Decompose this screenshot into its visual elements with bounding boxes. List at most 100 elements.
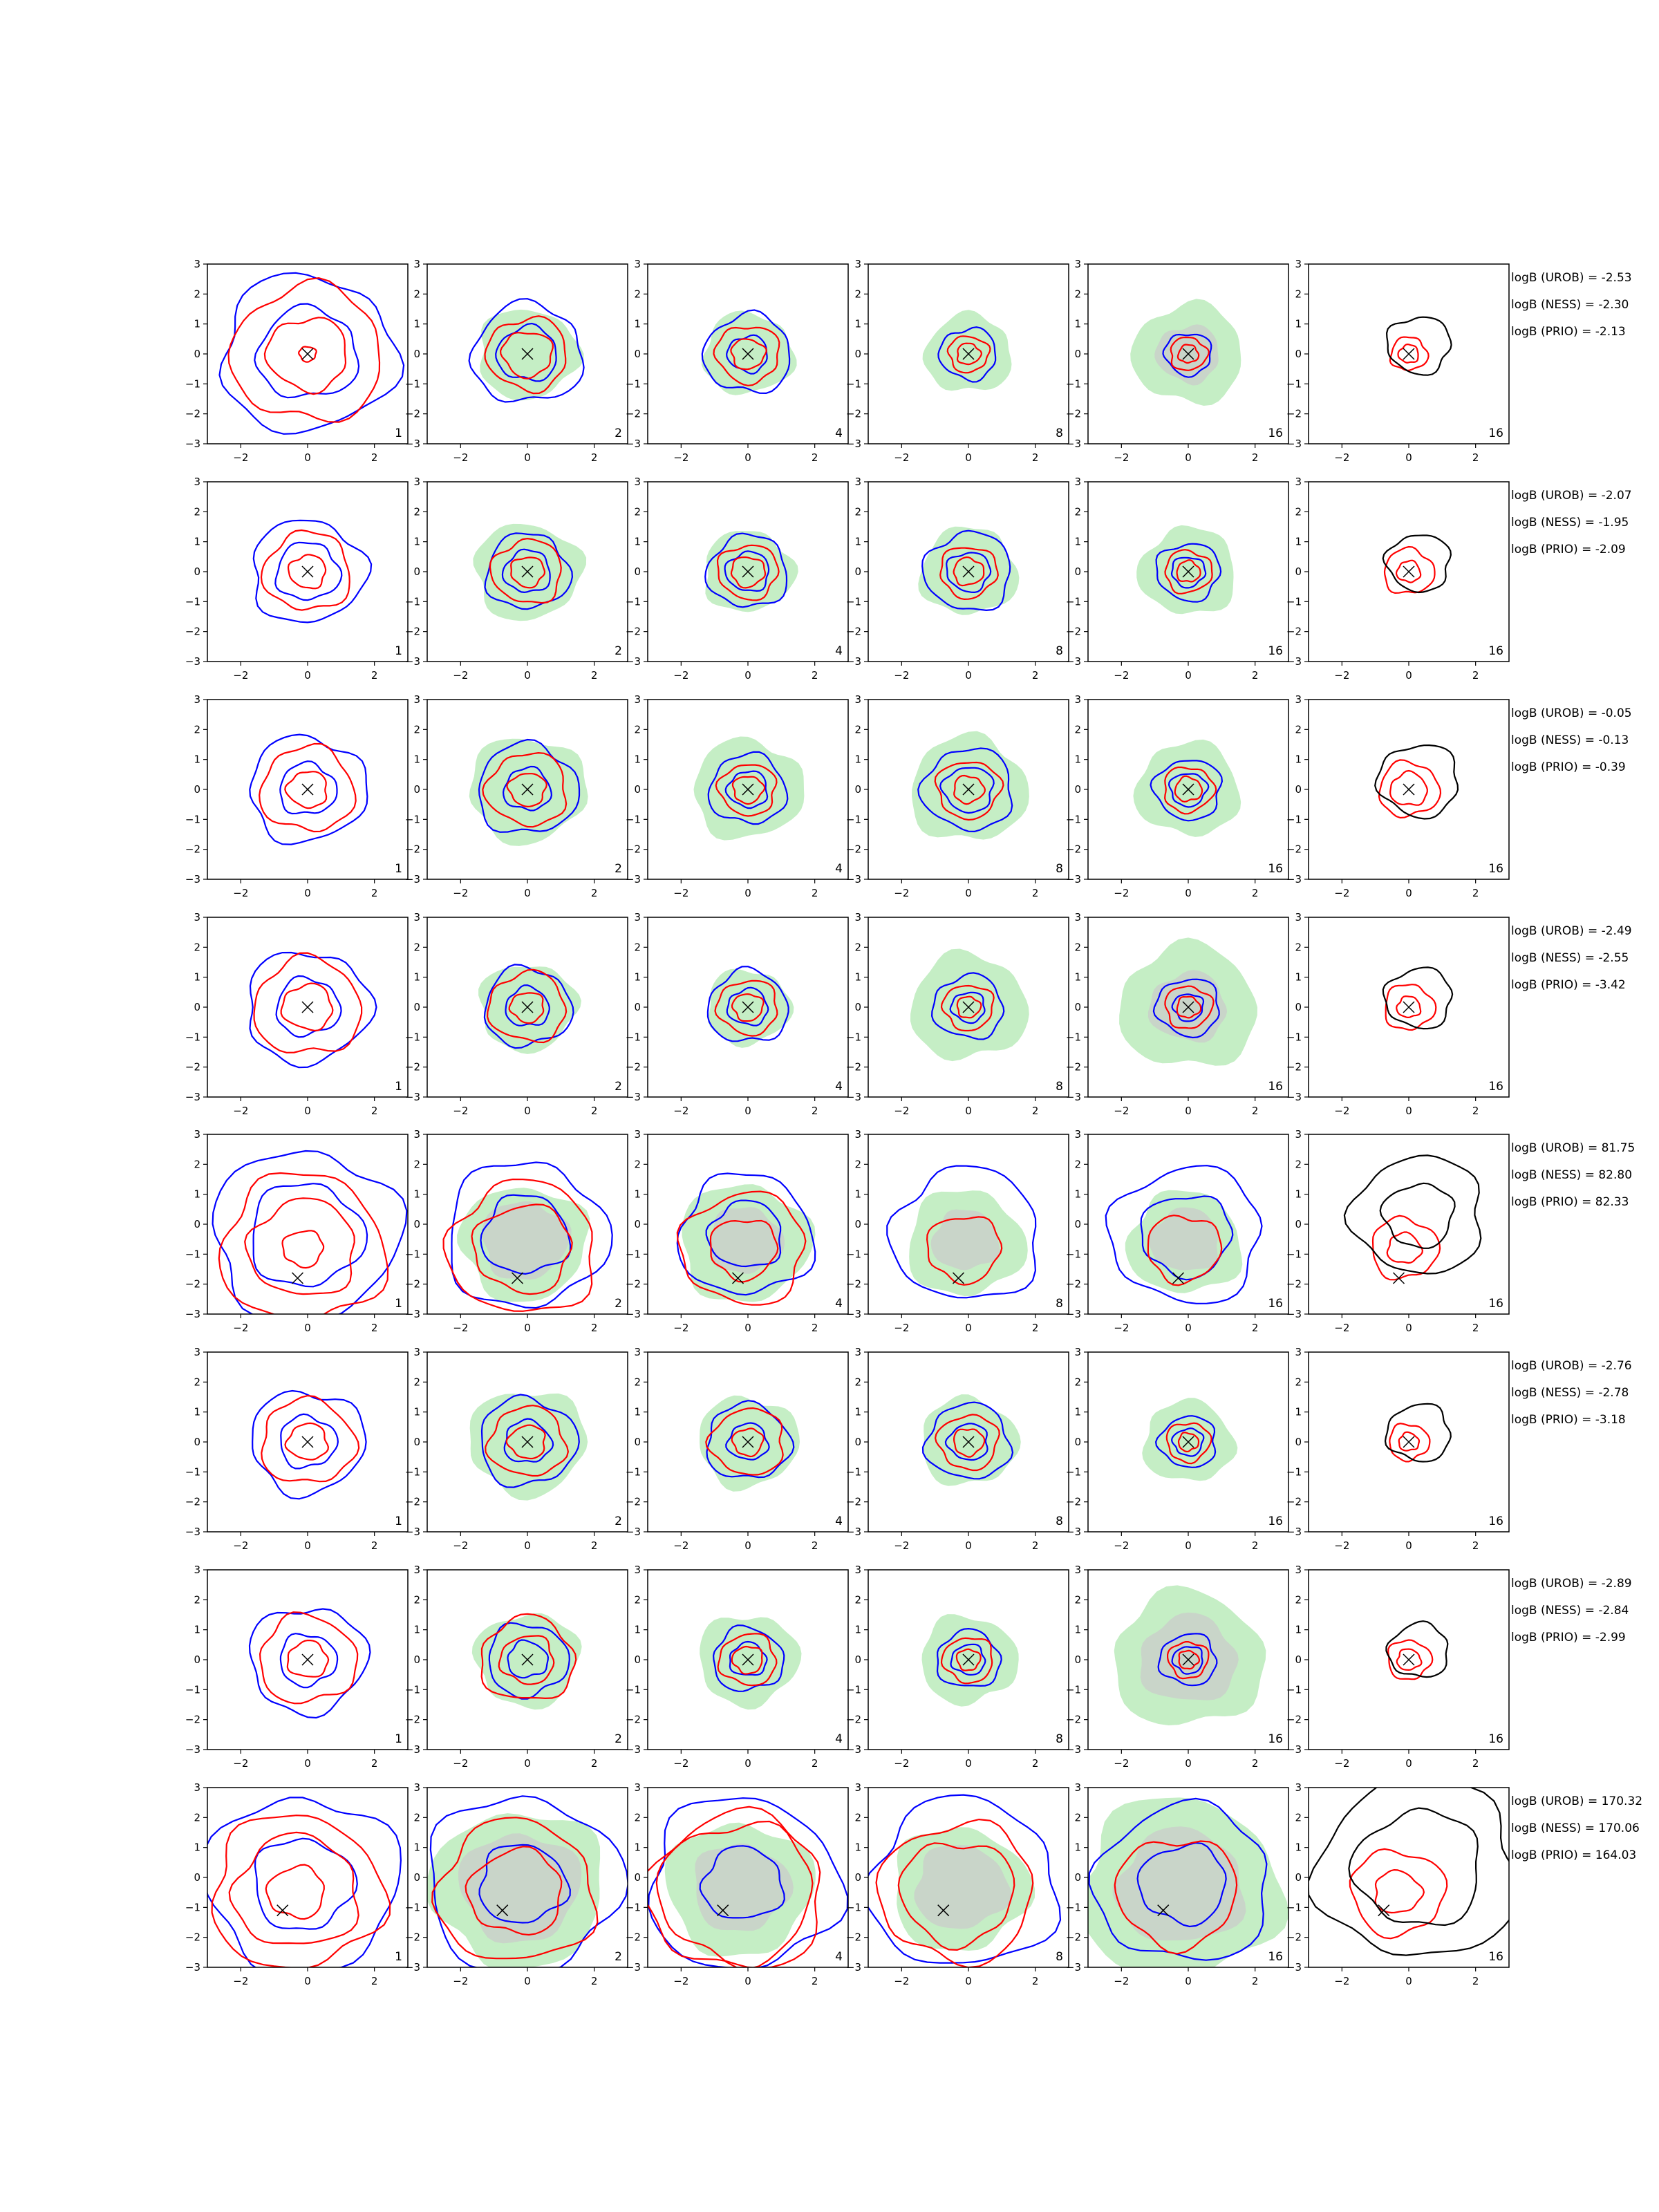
posterior-fill-inner: [1147, 1207, 1219, 1271]
panel-r7-c2: −2 0 2 3 2 1 0 −1 −2 −3 2: [405, 1564, 628, 1770]
panel-count-label: 16: [1488, 644, 1503, 658]
y-tick-label: 2: [413, 723, 420, 735]
y-tick-label: 2: [854, 1593, 861, 1606]
red-contour: [1396, 995, 1422, 1018]
panel-r5-c3: −2 0 2 3 2 1 0 −1 −2 −3 4: [626, 1128, 849, 1334]
panel-r5-c1: −2 0 2 3 2 1 0 −1 −2 −3 1: [185, 1128, 409, 1334]
y-tick-label: 1: [1074, 1624, 1081, 1636]
true-parameter-marker: [742, 348, 754, 360]
x-tick-label: −2: [1114, 451, 1129, 464]
y-tick-label: 2: [194, 941, 200, 953]
panel-count-label: 1: [395, 1732, 402, 1746]
red-contour: [228, 1831, 359, 1944]
y-tick-label: 1: [194, 753, 200, 766]
y-tick-label: 3: [1295, 1128, 1302, 1141]
y-tick-label: 3: [1074, 911, 1081, 924]
panel-r8-c4: −2 0 2 3 2 1 0 −1 −2 −3 8: [846, 1781, 1069, 1987]
y-tick-label: 3: [413, 911, 420, 924]
posterior-fill-outer: [1142, 1398, 1238, 1481]
y-tick-label: −3: [405, 873, 420, 885]
y-tick-label: −2: [1066, 843, 1081, 856]
y-tick-label: 0: [1074, 1653, 1081, 1666]
y-tick-label: −3: [185, 438, 200, 450]
black-contour: [1379, 1182, 1456, 1249]
x-tick-label: 0: [1405, 451, 1412, 464]
x-tick-label: 0: [304, 669, 311, 682]
y-tick-label: 2: [413, 288, 420, 300]
y-tick-label: 2: [1295, 288, 1302, 300]
blue-contour: [501, 548, 551, 594]
y-tick-label: 3: [413, 1564, 420, 1576]
blue-contour: [429, 1795, 628, 1967]
y-tick-label: 2: [194, 1593, 200, 1606]
blue-contour: [248, 1608, 371, 1719]
true-parameter-marker: [1403, 1436, 1415, 1448]
y-tick-label: 2: [194, 1158, 200, 1170]
posterior-fill-inner: [1140, 1612, 1239, 1700]
y-tick-label: −2: [846, 843, 861, 856]
y-tick-label: −2: [405, 408, 420, 420]
panel-count-label: 8: [1056, 1950, 1063, 1964]
y-tick-label: −1: [846, 595, 861, 608]
red-contour: [1398, 1431, 1421, 1452]
x-tick-label: 2: [1032, 1539, 1039, 1552]
panel-r1-c3: −2 0 2 3 2 1 0 −1 −2 −3 4: [626, 258, 849, 464]
y-tick-label: 2: [1074, 288, 1081, 300]
panel-count-label: 4: [835, 427, 843, 440]
red-contour: [953, 774, 986, 805]
y-tick-label: −1: [185, 1901, 200, 1913]
blue-contour: [946, 552, 992, 594]
red-contour: [1174, 775, 1203, 803]
blue-contour: [478, 1844, 571, 1924]
red-contour: [281, 1230, 325, 1269]
y-tick-label: 2: [1074, 941, 1081, 953]
y-tick-label: −2: [405, 843, 420, 856]
red-contour: [260, 529, 350, 611]
blue-contour: [252, 1183, 368, 1288]
y-tick-label: 2: [413, 1811, 420, 1824]
blue-contour: [1170, 556, 1207, 589]
red-contour: [956, 995, 982, 1019]
x-tick-label: 2: [1032, 1105, 1039, 1117]
y-tick-label: 0: [1074, 348, 1081, 360]
y-tick-label: 3: [634, 1564, 641, 1576]
x-tick-label: −2: [1114, 1757, 1129, 1770]
x-tick-label: −2: [453, 669, 468, 682]
x-tick-label: −2: [453, 887, 468, 899]
x-tick-label: −2: [453, 1757, 468, 1770]
y-tick-label: 3: [634, 1346, 641, 1358]
y-tick-label: −1: [185, 377, 200, 390]
x-tick-label: −2: [1114, 1322, 1129, 1334]
log-evidence-label: logB (PRIO) = 164.03: [1511, 1848, 1636, 1862]
y-tick-label: 1: [1295, 318, 1302, 330]
black-contour: [1309, 1788, 1509, 1956]
blue-contour: [917, 747, 1013, 833]
blue-contour: [921, 1401, 1014, 1480]
x-tick-label: 2: [371, 451, 378, 464]
posterior-fill-outer: [924, 1394, 1021, 1486]
x-tick-label: −2: [894, 1322, 909, 1334]
blue-contour: [252, 519, 373, 624]
red-contour: [956, 342, 983, 366]
x-tick-label: 2: [1472, 1975, 1479, 1987]
y-tick-label: 2: [1074, 723, 1081, 735]
panel-r1-c6: −2 0 2 3 2 1 0 −1 −2 −3 16: [1286, 258, 1510, 464]
y-tick-label: 3: [1295, 1346, 1302, 1358]
x-tick-label: 0: [744, 1539, 751, 1552]
true-parameter-marker: [742, 565, 754, 578]
y-tick-label: 3: [634, 1781, 641, 1794]
y-tick-label: 1: [413, 1406, 420, 1418]
y-tick-label: 2: [194, 505, 200, 518]
y-tick-label: 2: [1074, 1593, 1081, 1606]
y-tick-label: −1: [405, 1248, 420, 1260]
x-tick-label: 0: [965, 669, 972, 682]
y-tick-label: 0: [1074, 1871, 1081, 1884]
blue-contour: [1157, 1633, 1218, 1687]
x-tick-label: 0: [965, 451, 972, 464]
x-tick-label: 0: [304, 1105, 311, 1117]
x-tick-label: 2: [591, 669, 598, 682]
y-tick-label: 0: [194, 1218, 200, 1230]
panel-count-label: 1: [395, 1950, 402, 1964]
y-tick-label: −2: [1286, 1278, 1302, 1291]
x-tick-label: 0: [744, 1105, 751, 1117]
